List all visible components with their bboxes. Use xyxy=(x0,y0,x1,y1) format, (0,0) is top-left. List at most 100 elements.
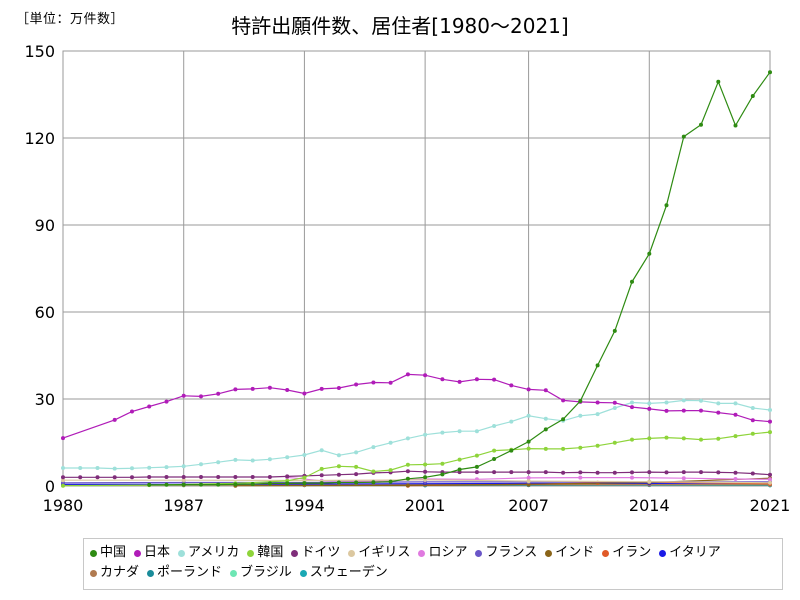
data-point xyxy=(147,475,152,479)
data-point xyxy=(61,483,65,488)
legend-label: イタリア xyxy=(669,545,721,560)
data-point xyxy=(233,475,238,479)
legend-item: ブラジル xyxy=(230,563,292,583)
data-point xyxy=(612,470,617,475)
data-point xyxy=(216,391,221,396)
data-point xyxy=(699,437,703,442)
x-tick-label: 2021 xyxy=(750,496,791,515)
data-point xyxy=(509,383,514,388)
data-point xyxy=(371,380,376,385)
data-point xyxy=(768,472,772,477)
legend-label: イギリス xyxy=(358,545,411,560)
data-point xyxy=(474,429,479,434)
y-tick-label: 30 xyxy=(35,390,55,409)
data-point xyxy=(716,401,721,406)
data-point xyxy=(216,482,221,487)
data-point xyxy=(681,408,686,413)
data-point xyxy=(612,328,617,333)
data-point xyxy=(716,79,721,84)
x-tick-label: 2014 xyxy=(629,496,670,515)
data-point xyxy=(457,457,462,462)
data-point xyxy=(216,460,221,465)
data-point xyxy=(750,431,755,436)
data-point xyxy=(630,279,634,284)
x-tick-label: 2007 xyxy=(508,496,549,515)
data-point xyxy=(181,393,186,398)
legend-marker-icon xyxy=(418,549,426,557)
legend-label: ロシア xyxy=(428,545,468,560)
legend-item: ロシア xyxy=(418,543,467,563)
legend-label: ドイツ xyxy=(301,545,341,560)
data-point xyxy=(716,410,721,415)
data-point xyxy=(181,464,186,469)
data-point xyxy=(267,481,272,486)
data-point xyxy=(78,466,83,470)
legend-label: インド xyxy=(555,545,595,560)
data-point xyxy=(561,470,566,475)
data-point xyxy=(267,475,272,479)
data-point xyxy=(319,466,324,471)
data-point xyxy=(578,470,583,475)
series-line xyxy=(63,399,771,470)
data-point xyxy=(302,475,307,480)
data-point xyxy=(647,406,652,411)
data-point xyxy=(768,408,772,412)
data-point xyxy=(733,401,738,406)
data-point xyxy=(147,404,152,409)
data-point xyxy=(423,475,428,480)
data-point xyxy=(578,399,583,403)
data-point xyxy=(95,466,100,470)
series-ドイツ xyxy=(61,469,772,480)
legend-item: 日本 xyxy=(134,543,170,563)
legend-item: 中国 xyxy=(90,543,126,563)
data-point xyxy=(371,480,376,485)
legend-marker-icon xyxy=(659,549,667,557)
data-point xyxy=(699,398,703,403)
legend-item: 韓国 xyxy=(247,543,283,563)
data-point xyxy=(95,475,100,480)
data-point xyxy=(509,419,514,424)
data-point xyxy=(440,472,445,477)
data-point xyxy=(302,391,307,396)
data-point xyxy=(595,412,600,417)
data-point xyxy=(699,470,703,475)
legend-marker-icon xyxy=(230,569,238,577)
legend-marker-icon xyxy=(90,549,97,557)
data-point xyxy=(561,398,566,403)
data-point xyxy=(630,437,634,442)
legend-marker-icon xyxy=(90,569,97,577)
series-line xyxy=(63,470,771,478)
data-point xyxy=(181,482,186,487)
data-point xyxy=(250,475,255,479)
x-tick-label: 2001 xyxy=(405,496,446,515)
data-point xyxy=(354,464,359,469)
data-point xyxy=(457,379,462,384)
data-point xyxy=(440,430,445,435)
data-point xyxy=(595,400,600,405)
legend-marker-icon xyxy=(134,549,142,557)
data-point xyxy=(164,399,169,404)
data-point xyxy=(750,471,755,476)
data-point xyxy=(492,470,497,475)
data-point xyxy=(526,479,531,484)
legend-marker-icon xyxy=(147,569,155,577)
data-point xyxy=(612,440,617,445)
data-point xyxy=(699,408,703,413)
data-point xyxy=(716,470,721,475)
legend-item: フランス xyxy=(475,543,537,563)
data-point xyxy=(285,455,290,460)
data-point xyxy=(750,418,755,423)
data-point xyxy=(61,475,65,480)
data-point xyxy=(647,251,652,256)
data-point xyxy=(423,432,428,437)
series-中国 xyxy=(147,70,772,487)
data-point xyxy=(405,476,410,481)
data-point xyxy=(578,475,583,480)
data-point xyxy=(630,400,634,405)
data-point xyxy=(354,450,359,455)
x-tick-label: 1980 xyxy=(43,496,84,515)
legend-label: スウェーデン xyxy=(309,565,388,580)
y-tick-label: 150 xyxy=(24,42,55,61)
data-point xyxy=(750,94,755,98)
legend-marker-icon xyxy=(247,549,255,557)
